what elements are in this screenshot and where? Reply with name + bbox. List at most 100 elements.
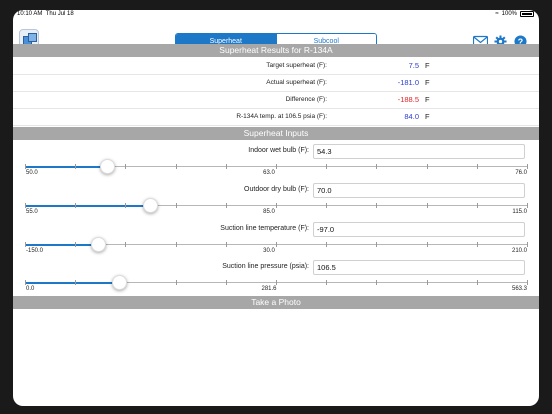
slider-tick	[326, 203, 328, 208]
result-row: Target superheat (F): 7.5 F	[13, 58, 539, 75]
result-unit: F	[425, 95, 430, 104]
slider-tick	[476, 280, 478, 285]
inputs-header: Superheat Inputs	[13, 127, 539, 140]
input-label: Outdoor dry bulb (F):	[244, 186, 309, 193]
slider-tick	[125, 164, 127, 169]
slider-tick	[225, 280, 227, 285]
slider-mid-label: 85.0	[263, 209, 275, 215]
slider-tick	[326, 242, 328, 247]
result-row: Actual superheat (F): -181.0 F	[13, 75, 539, 92]
input-field[interactable]: 54.3	[313, 144, 525, 159]
slider-thumb[interactable]	[143, 198, 158, 213]
slider-tick	[527, 164, 528, 169]
slider-tick	[175, 280, 177, 285]
slider-tick	[225, 164, 227, 169]
slider-tick	[426, 203, 428, 208]
slider-tick	[326, 164, 328, 169]
slider-tick	[175, 164, 177, 169]
slider-max-label: 563.3	[511, 286, 527, 292]
slider-tick	[476, 164, 478, 169]
status-bar: 10:10 AM Thu Jul 18 ≈ 100%	[13, 10, 539, 21]
result-label: Target superheat (F):	[266, 62, 327, 69]
slider-tick	[527, 280, 528, 285]
status-time: 10:10 AM	[17, 11, 43, 17]
status-right: ≈ 100%	[495, 11, 534, 17]
slider-min-label: 0.0	[26, 286, 35, 292]
result-value: -181.0	[397, 78, 419, 87]
result-label: Difference (F):	[285, 96, 327, 103]
slider-tick	[476, 242, 478, 247]
slider-tick	[376, 280, 378, 285]
result-row: Difference (F): -188.5 F	[13, 92, 539, 109]
slider-max-label: 76.0	[515, 170, 527, 176]
status-date: Thu Jul 18	[45, 11, 74, 17]
result-unit: F	[425, 78, 430, 87]
result-value: -188.5	[397, 95, 419, 104]
slider-tick	[326, 280, 328, 285]
slider-tick	[276, 242, 277, 247]
slider-tick	[175, 203, 177, 208]
result-unit: F	[425, 61, 430, 70]
slider-tick	[476, 203, 478, 208]
battery-icon	[520, 11, 534, 17]
slider-mid-label: 30.0	[263, 248, 275, 254]
result-value: 84.0	[404, 112, 419, 121]
slider-tick	[527, 203, 528, 208]
slider-tick	[225, 203, 227, 208]
slider-tick	[426, 280, 428, 285]
input-field[interactable]: 106.5	[313, 260, 525, 275]
result-unit: F	[425, 112, 430, 121]
wifi-icon: ≈	[495, 11, 499, 17]
result-row: R-134A temp. at 106.5 psia (F): 84.0 F	[13, 109, 539, 126]
slider-tick	[175, 242, 177, 247]
slider-tick	[75, 242, 77, 247]
slider-tick	[376, 164, 378, 169]
slider-tick	[426, 242, 428, 247]
slider-fill	[25, 281, 120, 284]
result-label: R-134A temp. at 106.5 psia (F):	[236, 113, 327, 120]
battery-percent: 100%	[501, 11, 517, 17]
slider-tick	[225, 242, 227, 247]
slider-fill	[25, 204, 151, 207]
results-header: Superheat Results for R-134A	[13, 44, 539, 57]
slider-mid-label: 63.0	[263, 170, 275, 176]
result-value: 7.5	[408, 61, 419, 70]
app-screen: 10:10 AM Thu Jul 18 ≈ 100% Superheat Sub…	[13, 10, 539, 406]
slider-thumb[interactable]	[112, 275, 128, 290]
slider-fill	[25, 243, 99, 246]
status-time-date: 10:10 AM Thu Jul 18	[17, 11, 74, 17]
slider-tick	[25, 280, 26, 285]
slider-tick	[25, 242, 26, 247]
slider-min-label: 55.0	[26, 209, 38, 215]
slider-tick	[426, 164, 428, 169]
slider-tick	[276, 203, 277, 208]
slider-mid-label: 281.6	[261, 286, 277, 292]
svg-text:?: ?	[518, 37, 523, 47]
input-label: Indoor wet bulb (F):	[248, 147, 309, 154]
input-field[interactable]: 70.0	[313, 183, 525, 198]
slider-tick	[25, 203, 26, 208]
slider-tick	[25, 164, 26, 169]
slider-tick	[276, 280, 277, 285]
slider-tick	[276, 164, 277, 169]
slider-tick	[75, 164, 77, 169]
slider-tick	[75, 280, 77, 285]
slider-tick	[75, 203, 77, 208]
logo-cube-shape	[28, 33, 37, 42]
slider-fill	[25, 165, 108, 168]
input-field[interactable]: -97.0	[313, 222, 525, 237]
slider-tick	[376, 242, 378, 247]
slider-min-label: 50.0	[26, 170, 38, 176]
input-label: Suction line pressure (psia):	[222, 263, 309, 270]
take-photo-header[interactable]: Take a Photo	[13, 296, 539, 309]
slider-max-label: 115.0	[512, 209, 527, 215]
result-label: Actual superheat (F):	[266, 79, 327, 86]
input-label: Suction line temperature (F):	[220, 225, 309, 232]
slider-thumb[interactable]	[91, 237, 107, 252]
slider-max-label: 210.0	[511, 248, 527, 254]
slider-tick	[125, 203, 127, 208]
slider-tick	[376, 203, 378, 208]
slider-thumb[interactable]	[100, 159, 116, 174]
slider-min-label: -150.0	[26, 248, 44, 254]
